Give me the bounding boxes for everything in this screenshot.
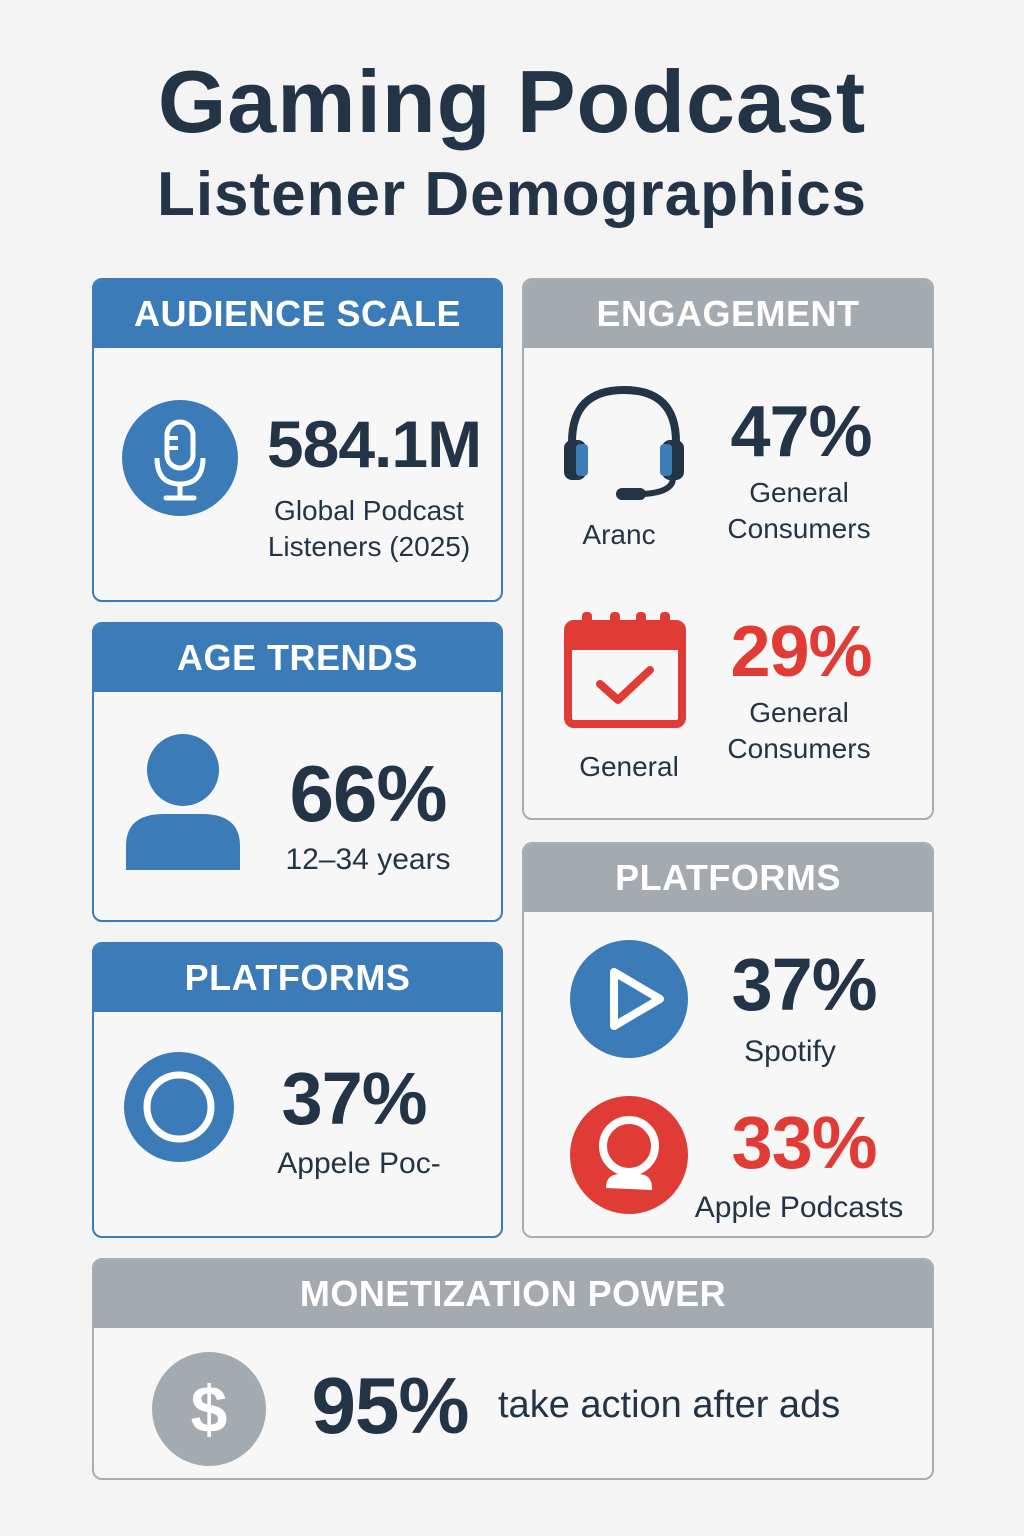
play-circle-icon — [124, 1052, 234, 1162]
platforms-left-caption: Appele Poc- — [277, 1147, 441, 1180]
engagement-card: ENGAGEMENT Aranc 47% General Consumers G… — [522, 278, 934, 820]
platforms-right-value-2: 33% — [731, 1101, 877, 1184]
microphone-icon — [122, 400, 238, 516]
engagement-caption-1a: General — [749, 477, 849, 508]
age-trends-card: AGE TRENDS 66% 12–34 years — [92, 622, 503, 922]
engagement-icon-label-1: Aranc — [582, 519, 656, 550]
monetization-caption: take action after ads — [498, 1384, 841, 1426]
monetization-value: 95% — [311, 1361, 469, 1450]
age-trends-value: 66% — [289, 749, 447, 838]
person-icon — [126, 734, 240, 870]
engagement-caption-1b: Consumers — [727, 513, 871, 544]
audience-scale-card: AUDIENCE SCALE 584.1M Global Podcast Lis… — [92, 278, 503, 602]
platforms-left-header: PLATFORMS — [94, 944, 501, 1012]
audience-scale-header: AUDIENCE SCALE — [94, 280, 501, 348]
play-icon — [570, 940, 688, 1058]
calendar-check-icon — [564, 612, 686, 728]
engagement-value-1: 47% — [730, 392, 872, 472]
audience-scale-value: 584.1M — [266, 407, 482, 481]
engagement-caption-2a: General — [749, 697, 849, 728]
platforms-right-header: PLATFORMS — [524, 844, 932, 912]
audience-scale-caption-1: Global Podcast — [274, 495, 464, 526]
page-subtitle: Listener Demographics — [156, 160, 868, 229]
engagement-caption-2b: Consumers — [727, 733, 871, 764]
engagement-icon-label-2: General — [579, 751, 679, 782]
headset-icon — [564, 385, 684, 500]
age-trends-caption: 12–34 years — [285, 843, 451, 876]
platforms-left-card: PLATFORMS 37% Appele Poc- — [92, 942, 503, 1238]
podcast-person-icon — [570, 1096, 688, 1214]
monetization-header: MONETIZATION POWER — [94, 1260, 932, 1328]
engagement-header: ENGAGEMENT — [524, 280, 932, 348]
platforms-right-caption-2: Apple Podcasts — [694, 1191, 904, 1224]
svg-text:$: $ — [191, 1372, 228, 1446]
engagement-value-2: 29% — [730, 612, 872, 692]
age-trends-header: AGE TRENDS — [94, 624, 501, 692]
platforms-left-value: 37% — [281, 1057, 427, 1140]
platforms-right-caption-1: Spotify — [744, 1035, 836, 1068]
page-title: Gaming Podcast — [157, 52, 867, 151]
audience-scale-caption-2: Listeners (2025) — [267, 531, 471, 562]
monetization-card: MONETIZATION POWER $ 95% take action aft… — [92, 1258, 934, 1480]
platforms-right-card: PLATFORMS 37% Spotify 33% Apple Podcasts — [522, 842, 934, 1238]
platforms-right-value-1: 37% — [731, 943, 877, 1026]
dollar-icon: $ — [152, 1352, 266, 1466]
